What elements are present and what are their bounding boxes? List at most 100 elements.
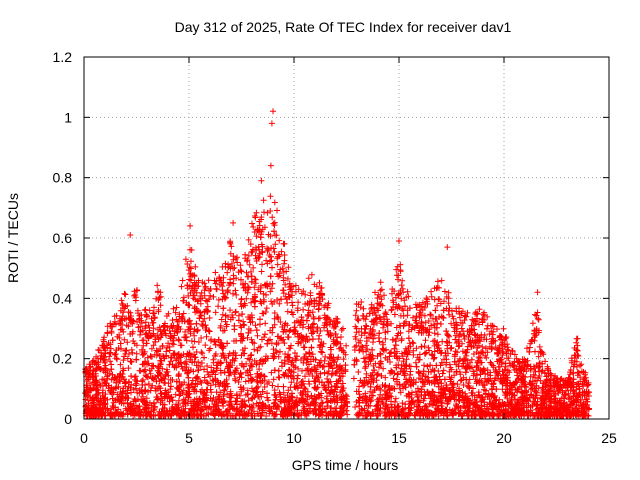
data-point <box>287 345 294 352</box>
data-point <box>227 279 234 286</box>
data-point <box>248 299 255 306</box>
data-point <box>262 309 269 315</box>
data-point <box>306 371 312 378</box>
data-point <box>403 356 410 363</box>
data-point <box>320 382 327 389</box>
data-point <box>309 321 316 328</box>
data-point <box>337 389 344 396</box>
data-point <box>481 399 488 406</box>
data-point <box>217 389 224 396</box>
data-point <box>198 349 205 356</box>
data-point <box>227 316 234 323</box>
data-point <box>112 385 119 392</box>
data-point <box>120 365 126 372</box>
data-point <box>261 384 268 390</box>
data-point <box>111 351 118 358</box>
data-point <box>263 305 270 312</box>
data-point <box>121 380 128 387</box>
data-point <box>352 323 359 330</box>
data-point <box>285 358 292 365</box>
data-point <box>532 388 539 395</box>
data-point <box>377 350 384 357</box>
data-point <box>222 318 229 325</box>
data-point <box>333 405 340 412</box>
data-point <box>355 369 362 375</box>
data-point <box>361 359 368 366</box>
data-point <box>412 359 419 366</box>
data-point <box>124 339 131 346</box>
data-point <box>113 355 120 362</box>
data-point <box>175 336 182 343</box>
data-point <box>448 344 455 351</box>
data-point <box>87 380 93 387</box>
data-point <box>217 322 224 329</box>
data-point <box>235 379 242 385</box>
data-point <box>315 336 322 342</box>
data-point <box>322 353 329 360</box>
data-point <box>414 385 421 392</box>
data-point <box>377 351 384 358</box>
data-point <box>175 397 182 404</box>
data-point <box>434 302 441 309</box>
data-point <box>390 375 397 382</box>
data-point <box>277 319 284 325</box>
data-point <box>320 340 327 347</box>
data-point <box>373 413 380 419</box>
data-point <box>373 371 380 378</box>
chart-title: Day 312 of 2025, Rate Of TEC Index for r… <box>175 19 512 35</box>
data-point <box>398 337 405 344</box>
data-point <box>397 389 404 396</box>
data-point <box>128 346 135 353</box>
data-point <box>204 363 211 369</box>
data-point <box>382 354 389 361</box>
data-point <box>233 275 240 282</box>
data-point <box>138 397 145 403</box>
data-point <box>217 360 224 367</box>
data-point <box>258 393 265 400</box>
data-point <box>416 375 422 382</box>
data-point <box>406 340 413 347</box>
data-point <box>500 325 507 332</box>
data-point <box>199 386 205 393</box>
data-point <box>154 332 161 339</box>
data-point <box>309 324 316 331</box>
data-point <box>275 383 281 390</box>
data-point <box>106 349 113 356</box>
data-point <box>245 372 252 379</box>
data-point <box>221 386 228 393</box>
data-point <box>369 369 376 376</box>
data-point <box>392 399 398 405</box>
data-point <box>268 257 275 264</box>
data-point <box>188 338 195 344</box>
data-point <box>117 378 124 385</box>
data-point <box>219 311 226 318</box>
data-point <box>143 395 150 402</box>
data-point <box>220 387 227 394</box>
data-point <box>325 368 332 375</box>
data-point <box>112 404 119 411</box>
data-point <box>259 249 266 256</box>
data-point <box>268 298 275 305</box>
data-point <box>151 403 158 410</box>
data-point <box>446 333 453 340</box>
data-point <box>124 355 131 362</box>
data-point <box>182 328 189 335</box>
data-point <box>139 337 146 344</box>
data-point <box>205 327 212 334</box>
data-point <box>248 336 255 343</box>
data-point <box>207 345 214 352</box>
data-point <box>284 322 291 329</box>
data-point <box>364 346 371 353</box>
data-point <box>218 360 225 366</box>
data-point <box>328 371 335 378</box>
data-point <box>404 351 411 358</box>
data-point <box>431 330 438 337</box>
data-point <box>470 351 477 357</box>
data-point <box>294 407 301 414</box>
data-point <box>288 359 295 366</box>
data-point <box>276 374 283 381</box>
data-point <box>301 385 308 391</box>
data-point <box>218 316 225 323</box>
data-point <box>448 374 455 381</box>
